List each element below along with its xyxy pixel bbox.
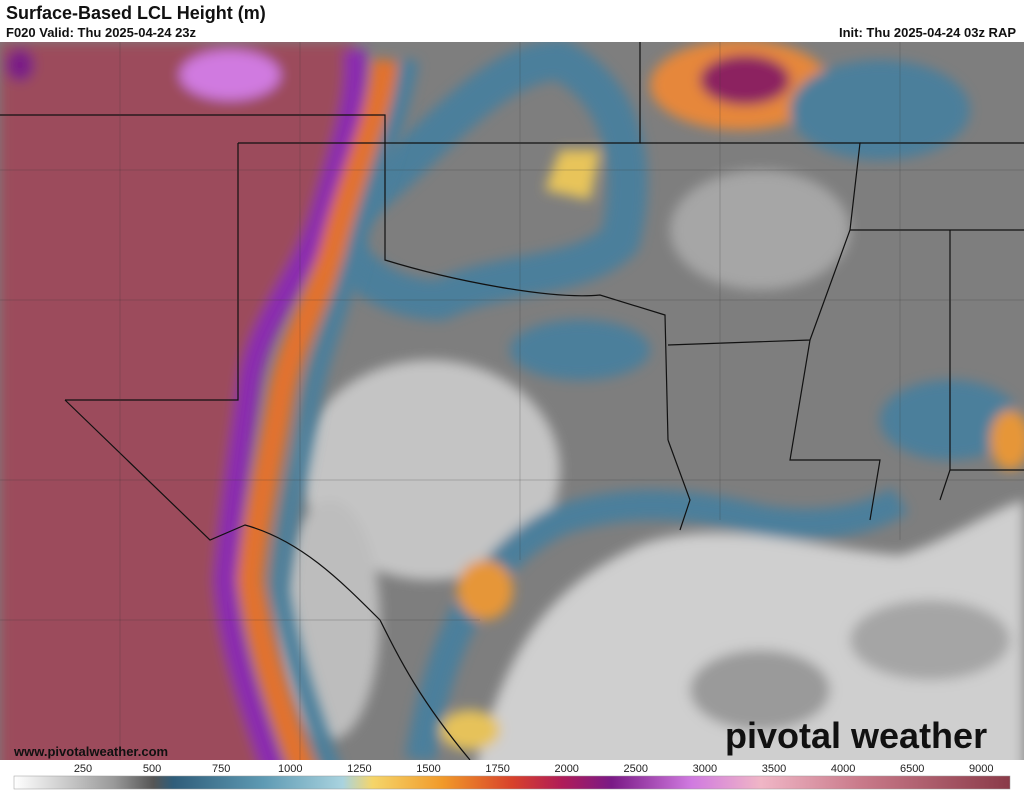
colorbar-label: 1750 (485, 763, 509, 775)
colorbar-label: 2000 (554, 763, 578, 775)
valid-time: F020 Valid: Thu 2025-04-24 23z (6, 25, 197, 40)
colorbar-label: 1250 (347, 763, 371, 775)
colorbar-label: 250 (74, 763, 92, 775)
logo: pivotal weather (725, 715, 987, 756)
colorbar-label: 3000 (693, 763, 717, 775)
colorbar-label: 9000 (969, 763, 993, 775)
colorbar-label: 1000 (278, 763, 302, 775)
colorbar-label: 6500 (900, 763, 924, 775)
colorbar-label: 2500 (624, 763, 648, 775)
map-title: Surface-Based LCL Height (m) (6, 3, 266, 23)
colorbar-label: 500 (143, 763, 161, 775)
colorbar-label: 3500 (762, 763, 786, 775)
credit: www.pivotalweather.com (13, 744, 168, 759)
colorbar-label: 1500 (416, 763, 440, 775)
colorbar-labels: 250 500 750 1000 1250 1500 1750 2000 2500 3000 350… (74, 763, 994, 775)
colorbar-label: 750 (212, 763, 230, 775)
map-area (0, 42, 1024, 760)
colorbar-label: 4000 (831, 763, 855, 775)
colorbar (13, 775, 1011, 790)
init-time: Init: Thu 2025-04-24 03z RAP (839, 25, 1016, 40)
